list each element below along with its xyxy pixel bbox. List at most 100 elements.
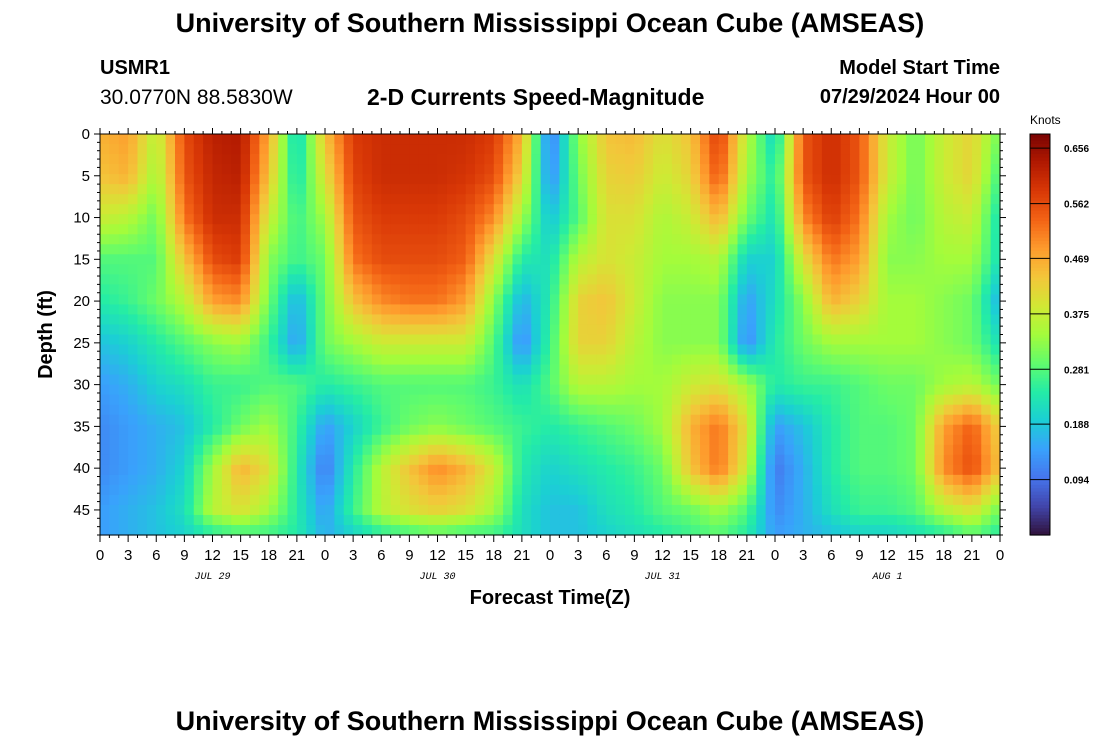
heatmap-cell (334, 254, 345, 265)
heatmap-cell (531, 474, 542, 486)
heatmap-cell (268, 234, 279, 245)
heatmap-cell (362, 454, 373, 466)
y-tick-label: 35 (73, 418, 90, 435)
colorbar-segment (1030, 277, 1050, 282)
heatmap-cell (709, 394, 720, 406)
heatmap-cell (184, 304, 195, 316)
heatmap-cell (793, 324, 804, 336)
colorbar-segment (1030, 297, 1050, 302)
heatmap-cell (915, 484, 926, 496)
heatmap-cell (362, 504, 373, 516)
heatmap-cell (550, 484, 560, 496)
heatmap-cell (878, 454, 889, 466)
heatmap-cell (531, 454, 542, 466)
heatmap-cell (615, 494, 626, 506)
heatmap-cell (418, 254, 429, 265)
heatmap-cell (428, 154, 439, 165)
heatmap-cell (100, 464, 110, 476)
heatmap-cell (287, 484, 298, 496)
heatmap-cell (521, 444, 532, 456)
heatmap-cell (971, 244, 982, 255)
heatmap-cell (531, 324, 542, 336)
heatmap-cell (334, 264, 345, 275)
heatmap-cell (925, 464, 935, 476)
heatmap-cell (184, 444, 195, 456)
heatmap-cell (146, 454, 157, 466)
heatmap-cell (437, 454, 448, 466)
heatmap-cell (812, 154, 823, 165)
heatmap-cell (381, 164, 392, 175)
heatmap-cell (615, 514, 626, 526)
heatmap-cell (803, 244, 814, 255)
heatmap-cell (606, 504, 617, 516)
heatmap-cell (878, 194, 889, 205)
heatmap-cell (381, 214, 392, 225)
heatmap-cell (981, 434, 992, 446)
heatmap-cell (643, 254, 654, 265)
heatmap-cell (418, 344, 429, 356)
heatmap-cell (878, 234, 889, 245)
heatmap-cell (465, 324, 476, 336)
heatmap-cell (690, 284, 701, 296)
heatmap-cell (371, 494, 382, 506)
heatmap-cell (287, 194, 298, 205)
heatmap-cell (859, 334, 870, 346)
heatmap-cell (662, 194, 673, 205)
heatmap-cell (981, 154, 992, 165)
heatmap-cell (953, 254, 964, 265)
heatmap-cell (475, 244, 485, 255)
heatmap-cell (803, 474, 814, 486)
heatmap-cell (634, 384, 645, 396)
heatmap-cell (943, 344, 954, 356)
colorbar-segment (1030, 491, 1050, 496)
heatmap-cell (859, 184, 870, 195)
heatmap-cell (446, 284, 457, 296)
heatmap-cell (287, 524, 298, 536)
heatmap-cell (400, 354, 410, 366)
heatmap-cell (325, 304, 335, 316)
heatmap-cell (353, 504, 364, 516)
heatmap-cell (109, 244, 120, 255)
heatmap-cell (671, 144, 682, 155)
heatmap-cell (475, 164, 485, 175)
heatmap-cell (287, 274, 298, 285)
heatmap-cell (493, 444, 504, 456)
heatmap-cell (625, 214, 635, 225)
heatmap-cell (925, 514, 935, 526)
heatmap-cell (184, 224, 195, 235)
heatmap-cell (840, 444, 851, 456)
heatmap-cell (465, 284, 476, 296)
heatmap-cell (559, 364, 570, 376)
heatmap-cell (278, 184, 289, 195)
heatmap-cell (831, 134, 842, 145)
heatmap-cell (775, 394, 785, 406)
heatmap-cell (709, 144, 720, 155)
heatmap-cell (615, 414, 626, 426)
heatmap-cell (812, 424, 823, 436)
heatmap-cell (353, 334, 364, 346)
heatmap-cell (315, 304, 326, 316)
heatmap-cell (812, 244, 823, 255)
heatmap-cell (728, 434, 739, 446)
heatmap-cell (625, 344, 635, 356)
heatmap-cell (353, 214, 364, 225)
heatmap-cell (418, 444, 429, 456)
heatmap-cell (109, 394, 120, 406)
heatmap-cell (296, 364, 307, 376)
heatmap-cell (887, 194, 898, 205)
heatmap-cell (887, 454, 898, 466)
heatmap-cell (165, 474, 176, 486)
heatmap-cell (493, 284, 504, 296)
heatmap-cell (718, 354, 729, 366)
heatmap-cell (437, 464, 448, 476)
heatmap-cell (784, 374, 795, 386)
heatmap-cell (887, 164, 898, 175)
heatmap-cell (578, 164, 589, 175)
heatmap-cell (400, 224, 410, 235)
heatmap-cell (718, 294, 729, 306)
heatmap-cell (306, 274, 317, 285)
heatmap-cell (484, 344, 495, 356)
heatmap-cell (662, 314, 673, 326)
heatmap-cell (231, 204, 242, 215)
heatmap-cell (128, 524, 139, 536)
